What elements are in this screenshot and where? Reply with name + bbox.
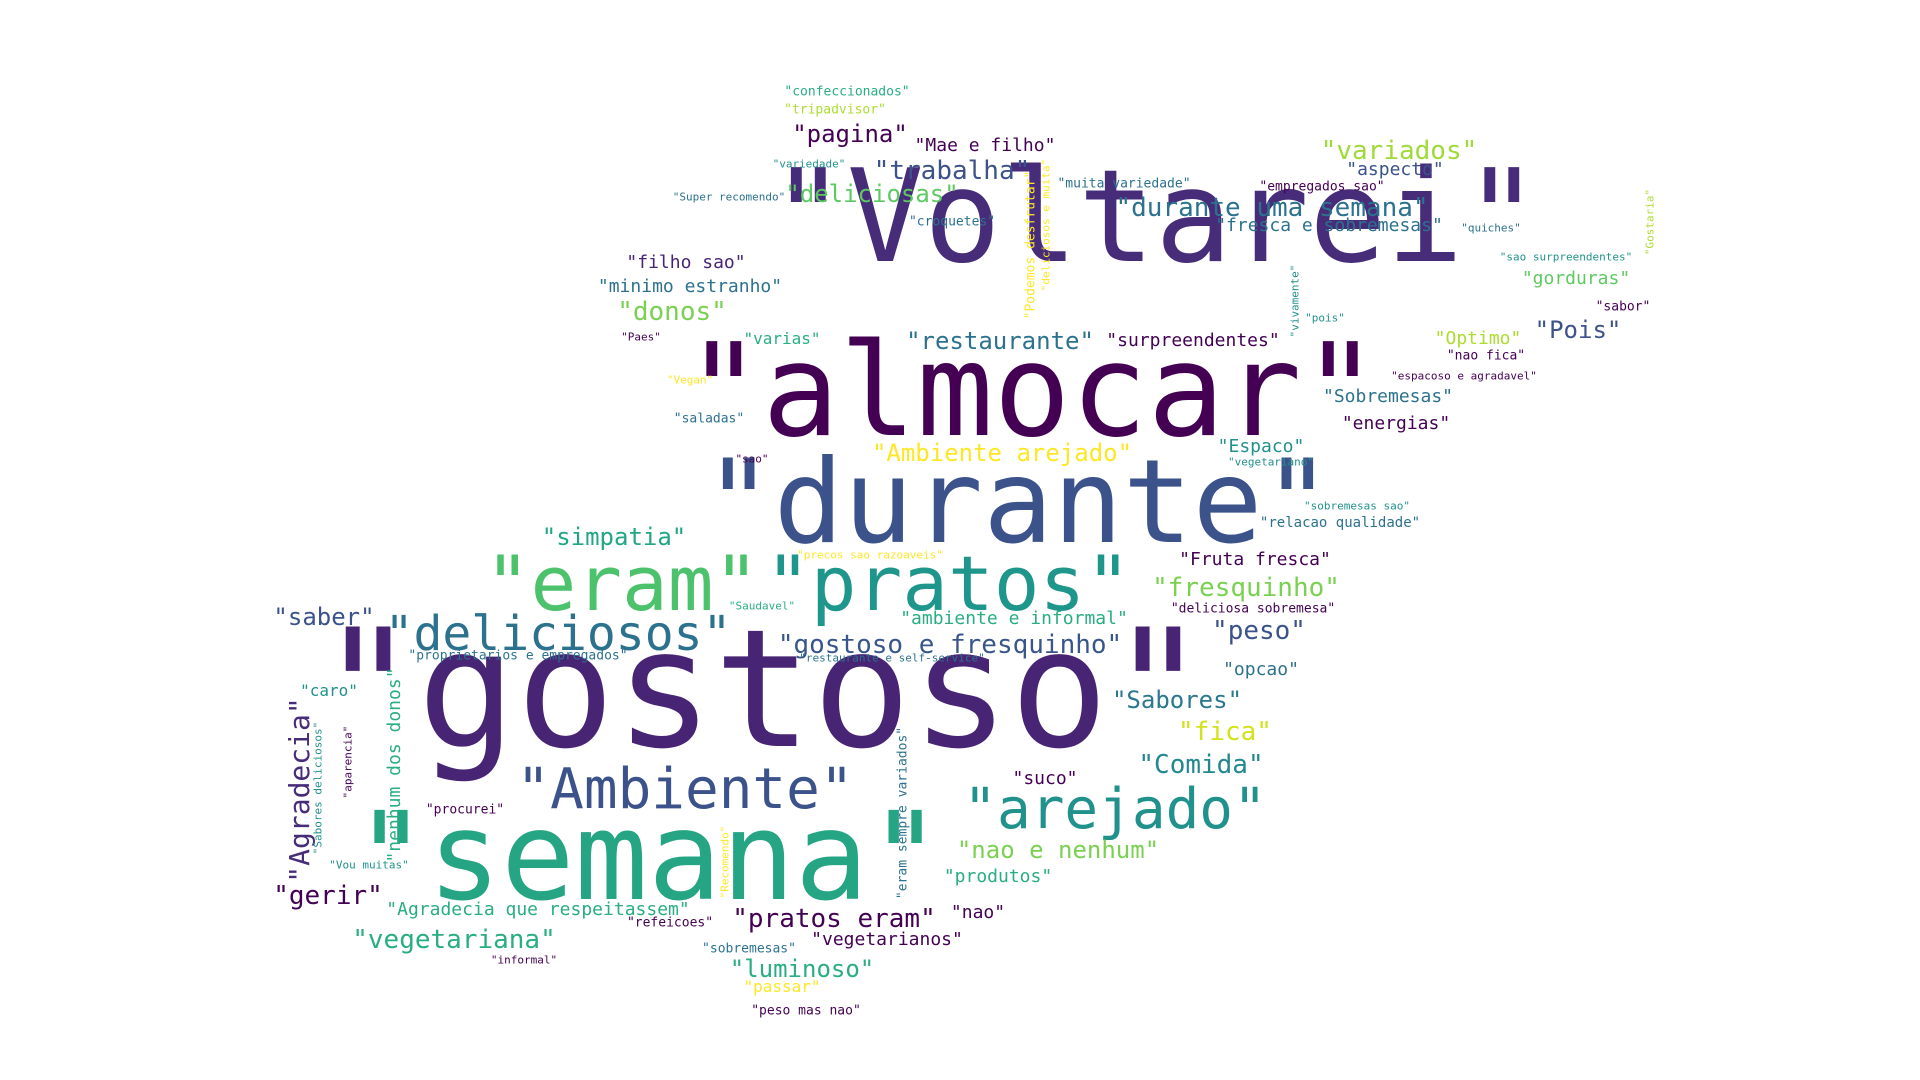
word-aspecto: "aspecto" (1346, 159, 1444, 180)
word-fruta-fresca: "Fruta fresca" (1179, 549, 1331, 570)
word-peso: "peso" (1212, 616, 1306, 646)
word-variados: "variados" (1320, 136, 1478, 166)
word-pagina: "pagina" (792, 120, 908, 148)
word-confeccionados: "confeccionados" (784, 84, 910, 100)
word-eram-sempre-variados: "eram sempre variados" (895, 726, 911, 900)
word-quiches: "quiches" (1461, 221, 1521, 235)
word-saber: "saber" (273, 603, 375, 631)
word-saladas: "saladas" (673, 411, 745, 427)
word-proprietarios-e-empregados: "proprietarios e empregados" (408, 648, 628, 664)
word-fresca-e-sobremesas: "fresca e sobremesas" (1215, 215, 1443, 236)
word-voltarei: "Voltarei" (769, 143, 1541, 292)
word-empregados-sao: "empregados sao" (1259, 179, 1385, 195)
word-variedade: "variedade" (772, 157, 846, 171)
word-deliciosos-e-muita: "deliciosos e muita" (1039, 158, 1053, 292)
word-espaco: "Espaco" (1217, 436, 1305, 457)
word-recomendo: "Recomendo" (718, 825, 732, 899)
word-pois: "pois" (1305, 311, 1345, 325)
word-semana: "semana" (354, 786, 942, 928)
word-pratos-eram: "pratos eram" (732, 904, 936, 934)
word-gostoso: "gostoso" (318, 594, 1208, 785)
word-donos: "donos" (617, 297, 727, 327)
word-suco: "suco" (1012, 768, 1078, 789)
word-saudavel: "Saudavel" (728, 599, 796, 613)
word-sabor: "sabor" (1595, 299, 1651, 315)
word-informal: "informal" (490, 953, 558, 967)
word-muita-variedade: "muita variedade" (1057, 176, 1191, 192)
word-surpreendentes: "surpreendentes" (1106, 330, 1280, 351)
word-vegetarianos: "vegetarianos" (811, 929, 963, 950)
word-sabores: "Sabores" (1111, 686, 1243, 714)
word-nao-fica: "nao fica" (1446, 348, 1526, 364)
word-relacao-qualidade: "relacao qualidade" (1259, 515, 1421, 531)
word-peso-mas-nao: "peso mas nao" (751, 1003, 861, 1019)
word-vou-muitas: "Vou muitas" (329, 858, 409, 872)
word-energias: "energias" (1341, 413, 1451, 434)
word-simpatia: "simpatia" (541, 523, 687, 551)
word-restaurante: "restaurante" (906, 327, 1094, 355)
word-durante: "durante" (703, 435, 1333, 570)
word-tripadvisor: "tripadvisor" (784, 102, 886, 118)
word-fresquinho: "fresquinho" (1152, 573, 1340, 603)
word-sobremesas-cap: "Sobremesas" (1322, 386, 1454, 407)
word-vegetariano: "vegetariano" (1227, 455, 1315, 469)
word-ambiente-arejado: "Ambiente arejado" (871, 439, 1133, 467)
word-deliciosas: "deliciosas" (785, 180, 959, 208)
word-ambiente: "Ambiente" (516, 757, 854, 822)
word-agradecia: "Agradecia" (283, 697, 316, 883)
word-deliciosa-sobremesa: "deliciosa sobremesa" (1170, 601, 1336, 617)
word-vivamente: "vivamente" (1288, 264, 1302, 338)
word-optimo: "Optimo" (1434, 328, 1522, 349)
word-trabalha: "trabalha" (873, 156, 1031, 186)
word-produtos: "produtos" (943, 866, 1053, 887)
word-filho-sao: "filho sao" (626, 252, 746, 273)
word-gerir: "gerir" (273, 881, 383, 911)
word-fica: "fica" (1178, 717, 1272, 747)
word-minimo-estranho: "minimo estranho" (597, 276, 783, 297)
word-comida: "Comida" (1138, 750, 1264, 780)
word-mae-e-filho: "Mae e filho" (914, 135, 1056, 156)
word-paes: "Paes" (621, 330, 661, 344)
word-arejado: "arejado" (963, 777, 1267, 842)
word-varias: "varias" (743, 329, 821, 348)
word-eram: "eram" (484, 539, 760, 628)
word-aparencia: "aparencia" (341, 725, 355, 799)
word-nenhum-dos-donos: "nenhum dos donos" (384, 667, 405, 863)
word-ambiente-e-informal: "ambiente e informal" (900, 608, 1128, 629)
word-sao-surpreendentes: "sao surpreendentes" (1499, 250, 1633, 264)
word-espacoso-e-agradavel: "espacoso e agradavel" (1391, 369, 1537, 383)
word-durante-uma-semana: "durante uma semana" (1115, 193, 1429, 223)
word-agradecia-que-respeitassem: "Agradecia que respeitassem" (386, 899, 690, 920)
word-passar: "passar" (743, 977, 821, 996)
word-pratos: "pratos" (764, 539, 1132, 628)
word-gorduras: "gorduras" (1521, 268, 1631, 289)
word-nao: "nao" (950, 902, 1006, 923)
word-sobremesas: "sobremesas" (702, 941, 796, 957)
word-sabores-deliciosos: "Sabores deliciosos" (311, 721, 325, 855)
word-croquetes: "croquetes" (908, 214, 996, 230)
word-sobremesas-sao: "sobremesas sao" (1304, 499, 1410, 513)
word-sao: "sao" (735, 452, 769, 466)
word-luminoso: "luminoso" (729, 955, 875, 983)
word-almocar: "almocar" (685, 317, 1379, 466)
word-super-recomendo: "Super recomendo" (672, 190, 786, 204)
word-gostaria: "Gostaria" (1643, 188, 1657, 256)
word-opcao: "opcao" (1223, 659, 1299, 680)
word-procurei: "procurei" (425, 802, 505, 818)
word-precos-sao-razoaveis: "precos sao razoaveis" (797, 548, 943, 562)
word-restaurante-e-self-service: "restaurante e self-service" (799, 651, 985, 665)
word-gostoso-e-fresquinho: "gostoso e fresquinho" (777, 630, 1123, 660)
word-podemos-desfrutar: "Podemos desfrutar" (1023, 170, 1039, 320)
word-deliciosos: "deliciosos" (384, 606, 732, 662)
word-vegan: "Vegan" (666, 373, 714, 387)
word-caro: "caro" (300, 681, 358, 700)
word-pois-cap: "Pois" (1534, 316, 1622, 344)
word-refeicoes: "refeicoes" (626, 915, 714, 931)
word-vegetariana: "vegetariana" (352, 925, 556, 955)
word-nao-e-nenhum: "nao e nenhum" (956, 836, 1160, 864)
